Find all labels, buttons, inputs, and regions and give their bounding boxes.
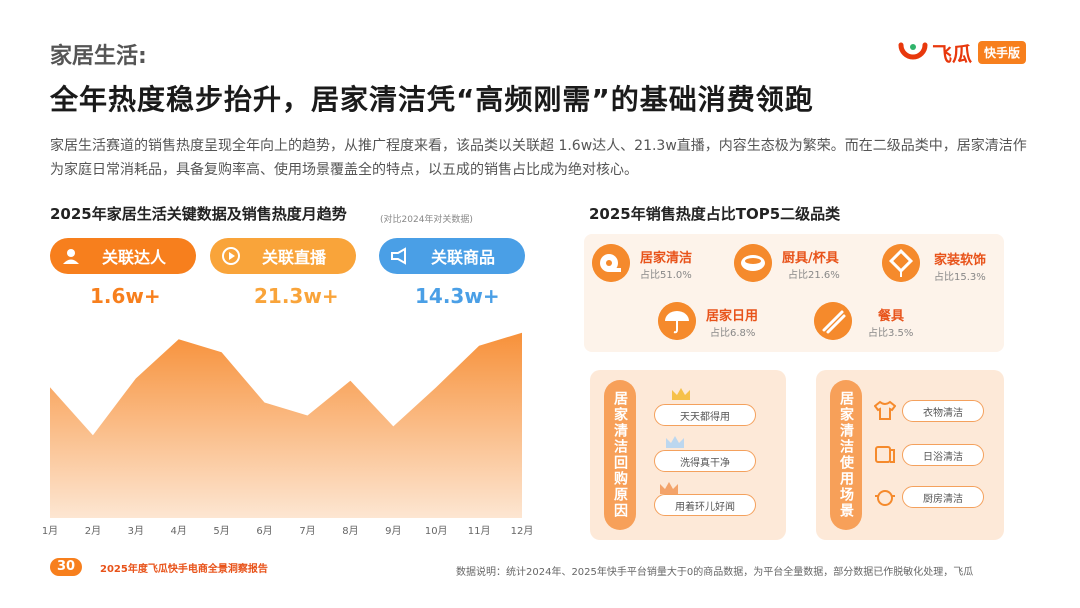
scenario-tag: 厨房清洁 [902,486,984,508]
x-tick-label: 3月 [128,525,144,537]
x-tick-label: 7月 [299,525,315,537]
usage-scenarios-panel: 居家清洁使用场景 衣物清洁 日浴清洁 厨房清洁 [816,370,1004,540]
x-tick-label: 1月 [42,525,58,537]
metric-value-products: 14.3w+ [415,284,500,308]
bowl-icon [734,244,772,282]
right-section-title: 2025年销售热度占比TOP5二级品类 [589,205,841,223]
crown-icon [672,388,690,400]
crown-icon [666,436,684,448]
metric-label: 关联商品 [430,248,495,267]
category-share: 占比15.3% [934,272,986,283]
area-series [50,332,522,518]
category-share: 占比6.8% [710,328,756,339]
logo-mark-icon [898,42,928,60]
category-name: 厨具/杯具 [782,251,839,266]
category-share: 占比21.6% [788,270,840,281]
reason-tag: 洗得真干净 [654,450,756,472]
category-share: 占比3.5% [868,328,914,339]
megaphone-icon [391,247,406,265]
panel-title: 居家清洁回购原因 [604,380,636,530]
category-name: 居家清洁 [640,251,693,266]
category-name: 居家日用 [706,309,759,324]
metric-label: 关联达人 [101,248,166,267]
x-tick-label: 9月 [385,525,401,537]
section-label: 家居生活: [50,44,147,69]
repurchase-reasons-panel: 居家清洁回购原因 天天都得用 洗得真干净 用着环儿好闻 [590,370,786,540]
x-tick-label: 12月 [511,525,534,537]
reason-tag: 用着环儿好闻 [654,494,756,516]
chopsticks-icon [814,302,852,340]
page-number: 30 [50,558,82,576]
crown-icon [660,482,678,494]
category-name: 餐具 [878,309,905,324]
metric-value-livestreams: 21.3w+ [254,284,339,308]
left-section-note: (对比2024年对关数据) [380,215,473,225]
category-share: 占比51.0% [640,270,692,281]
x-tick-label: 4月 [171,525,187,537]
metric-pill-livestreams: 关联直播 [210,238,356,274]
metric-pill-influencers: 关联达人 [50,238,196,274]
logo-badge: 快手版 [978,40,1027,64]
x-tick-label: 5月 [213,525,229,537]
pot-icon [875,490,895,506]
page-headline: 全年热度稳步抬升，居家清洁凭“高频刚需”的基础消费领跑 [50,83,814,116]
intro-paragraph: 家居生活赛道的销售热度呈现全年向上的趋势，从推广程度来看，该品类以关联超 1.6… [50,138,1027,178]
top5-category-grid: 居家清洁 占比51.0% 厨具/杯具 占比21.6% 家装软饰 占比15.3% … [584,234,1004,352]
tissue-roll-icon [592,244,630,282]
scenario-tag: 日浴清洁 [902,444,984,466]
logo-brand-name: 飞瓜 [932,41,972,66]
shirt-icon [874,400,896,420]
user-icon [63,249,79,264]
panel-title: 居家清洁使用场景 [830,380,862,530]
metric-pill-products: 关联商品 [379,238,525,274]
x-tick-label: 2月 [85,525,101,537]
report-title: 2025年度飞瓜快手电商全景洞察报告 [100,564,268,575]
play-icon [222,247,240,265]
data-footnote: 数据说明：统计2024年、2025年快手平台销量大于0的商品数据，为平台全量数据… [456,567,974,578]
brand-logo: 飞瓜 快手版 [898,38,1027,66]
scenario-tag: 衣物清洁 [902,400,984,422]
x-tick-label: 8月 [342,525,358,537]
x-tick-label: 11月 [468,525,491,537]
left-section-title: 2025年家居生活关键数据及销售热度月趋势 [50,205,347,223]
tissue-icon [875,446,895,463]
metric-label: 关联直播 [261,248,326,267]
x-tick-label: 6月 [256,525,272,537]
metric-value-influencers: 1.6w+ [90,284,161,308]
umbrella-icon [658,302,696,340]
reason-tag: 天天都得用 [654,404,756,426]
category-name: 家装软饰 [934,253,987,268]
x-tick-label: 10月 [425,525,448,537]
knot-icon [882,244,920,282]
